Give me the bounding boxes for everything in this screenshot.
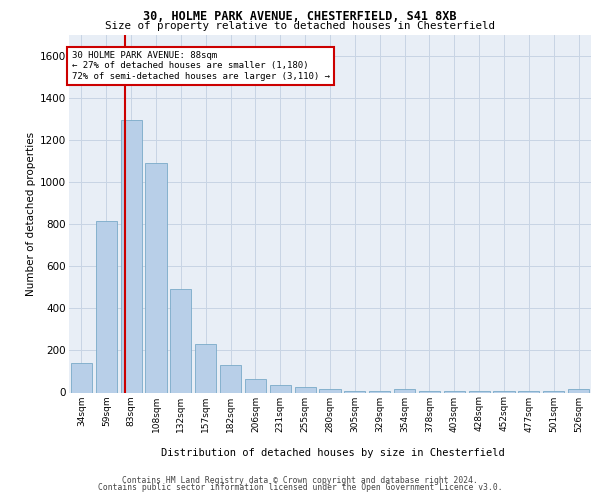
Text: Contains public sector information licensed under the Open Government Licence v3: Contains public sector information licen… xyxy=(98,483,502,492)
Text: Size of property relative to detached houses in Chesterfield: Size of property relative to detached ho… xyxy=(105,21,495,31)
Bar xyxy=(295,386,316,392)
Text: 30 HOLME PARK AVENUE: 88sqm
← 27% of detached houses are smaller (1,180)
72% of : 30 HOLME PARK AVENUE: 88sqm ← 27% of det… xyxy=(71,51,329,81)
Text: 30, HOLME PARK AVENUE, CHESTERFIELD, S41 8XB: 30, HOLME PARK AVENUE, CHESTERFIELD, S41… xyxy=(143,10,457,23)
Bar xyxy=(220,365,241,392)
Bar xyxy=(245,379,266,392)
Bar xyxy=(394,388,415,392)
Bar xyxy=(195,344,216,393)
Bar xyxy=(145,164,167,392)
Text: Distribution of detached houses by size in Chesterfield: Distribution of detached houses by size … xyxy=(161,448,505,458)
Bar xyxy=(121,120,142,392)
Bar xyxy=(170,290,191,393)
Bar xyxy=(319,390,341,392)
Y-axis label: Number of detached properties: Number of detached properties xyxy=(26,132,36,296)
Bar xyxy=(96,221,117,392)
Bar xyxy=(270,384,291,392)
Text: Contains HM Land Registry data © Crown copyright and database right 2024.: Contains HM Land Registry data © Crown c… xyxy=(122,476,478,485)
Bar xyxy=(568,390,589,392)
Bar xyxy=(71,363,92,392)
